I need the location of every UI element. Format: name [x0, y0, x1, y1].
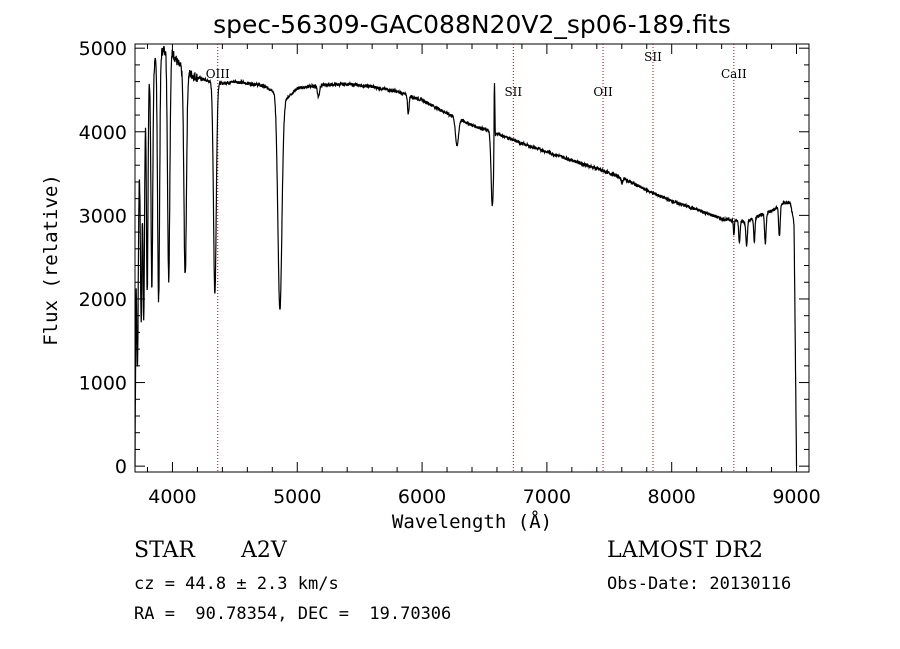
spectrum-line: [134, 46, 798, 467]
y-axis-label: Flux (relative): [40, 174, 62, 346]
y-tick-label: 5000: [79, 38, 127, 60]
x-tick-label: 8000: [648, 486, 696, 508]
y-tick-label: 0: [115, 456, 127, 478]
tick-labels: 4000 5000 6000 7000 8000 9000 0 1000 2000 3000 400…: [79, 38, 821, 508]
y-tick-label: 1000: [79, 373, 127, 395]
spectral-line-label: CaII: [721, 67, 747, 81]
observation-date: Obs-Date: 20130116: [607, 574, 792, 594]
plot-area: [134, 43, 810, 473]
y-tick-label: 4000: [79, 122, 127, 144]
y-tick-label: 2000: [79, 289, 127, 311]
x-tick-label: 5000: [273, 486, 321, 508]
velocity-readout: cz = 44.8 ± 2.3 km/s: [134, 574, 339, 594]
spectral-line-label: OII: [593, 85, 613, 99]
chart-title: spec-56309-GAC088N20V2_sp06-189.fits: [213, 10, 731, 39]
x-tick-label: 4000: [148, 486, 196, 508]
object-type: STAR: [134, 538, 195, 563]
series-group: [134, 46, 798, 467]
x-tick-label: 9000: [772, 486, 820, 508]
spectral-line-label: SII: [504, 85, 522, 99]
x-tick-label: 6000: [398, 486, 446, 508]
survey-name: LAMOST DR2: [607, 538, 763, 563]
x-tick-label: 7000: [523, 486, 571, 508]
y-tick-label: 3000: [79, 205, 127, 227]
spectral-line-label: SII: [644, 50, 662, 64]
spectral-line-label: OIII: [206, 67, 230, 81]
plot-frame: [134, 43, 810, 473]
x-axis-label: Wavelength (Å): [392, 510, 552, 533]
coordinates-readout: RA = 90.78354, DEC = 19.70306: [134, 604, 452, 624]
spectral-line-markers: OIII SII OII SII CaII: [206, 44, 747, 472]
spectral-subclass: A2V: [241, 538, 287, 563]
